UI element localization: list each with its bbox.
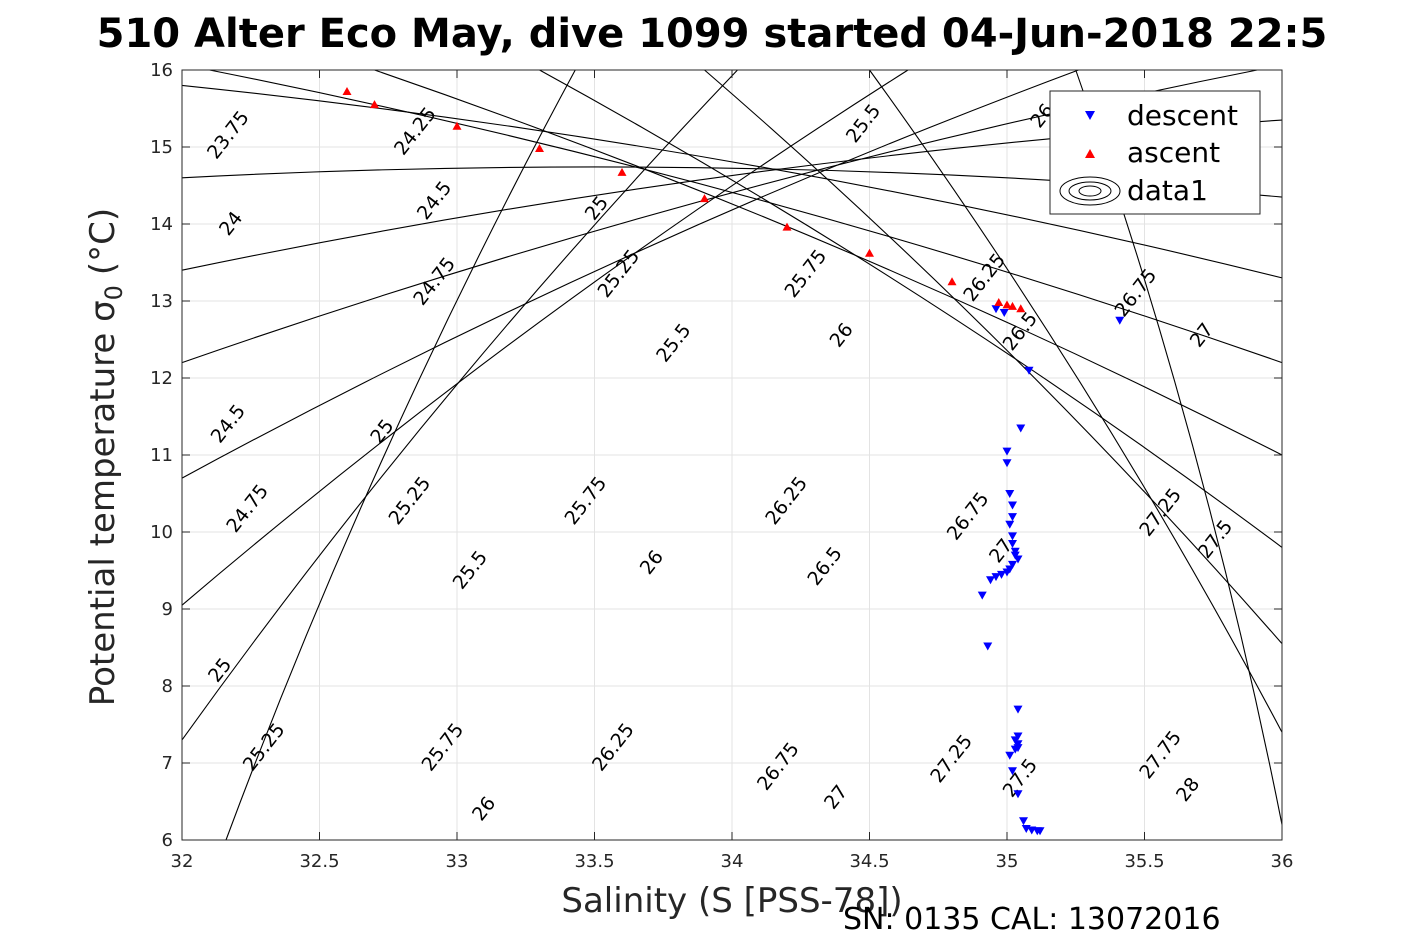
- density-contour-line: [374, 69, 1283, 456]
- x-tick-label: 33.5: [574, 851, 614, 872]
- descent-point: [1008, 767, 1017, 776]
- y-tick-label: 14: [150, 214, 173, 235]
- density-contour-line: [539, 69, 1283, 548]
- legend-box: [1049, 90, 1261, 215]
- y-axis-label: Potential temperature σ0 (°C): [83, 208, 128, 706]
- y-axis-label-main: Potential temperature σ: [83, 300, 123, 706]
- density-contour-line: [704, 69, 1283, 645]
- y-tick-label: 15: [150, 137, 173, 158]
- ascent-point: [1008, 301, 1017, 310]
- x-tick-label: 32.5: [299, 851, 339, 872]
- y-tick-label: 10: [150, 522, 173, 543]
- descent-point: [1005, 520, 1015, 529]
- ascent-point: [947, 277, 957, 286]
- y-tick-label: 11: [150, 445, 173, 466]
- ascent-point: [1016, 304, 1026, 313]
- descent-point: [1010, 745, 1020, 754]
- descent-point: [1024, 366, 1034, 375]
- legend-ascent-label: ascent: [1127, 136, 1220, 169]
- density-contour-line: [181, 69, 909, 606]
- x-tick-label: 33: [446, 851, 469, 872]
- y-axis-label-subscript: 0: [100, 285, 128, 300]
- legend[interactable]: descent ascent data1: [1049, 90, 1261, 215]
- chart-title: 510 Alter Eco May, dive 1099 started 04-…: [97, 11, 1328, 57]
- x-tick-label: 34.5: [849, 851, 889, 872]
- descent-point: [1008, 540, 1017, 549]
- descent-point: [1008, 513, 1017, 522]
- density-contour-line: [181, 84, 1283, 279]
- x-axis-label: Salinity (S [PSS-78]): [561, 881, 902, 921]
- y-tick-label: 8: [162, 676, 173, 697]
- descent-point: [1013, 790, 1023, 799]
- ascent-point: [342, 87, 352, 96]
- descent-point: [1013, 555, 1023, 564]
- descent-point: [1019, 817, 1028, 826]
- y-tick-label: 13: [150, 291, 173, 312]
- y-tick-label: 7: [162, 753, 173, 774]
- ascent-point: [452, 121, 462, 130]
- ascent-point: [782, 222, 792, 231]
- descent-point: [1008, 560, 1017, 569]
- descent-point: [1005, 490, 1015, 498]
- x-tick-label: 34: [721, 851, 744, 872]
- ascent-point: [865, 248, 874, 257]
- x-tick-label: 35.5: [1124, 851, 1164, 872]
- descent-point: [1035, 827, 1045, 836]
- legend-ascent-marker: [1085, 149, 1095, 158]
- descent-point: [977, 591, 987, 600]
- descent-point: [1002, 568, 1012, 577]
- y-tick-label: 6: [162, 830, 173, 851]
- x-axis-ticks: 32 32.5 33 33.5 34 34.5 35 35.5 36: [171, 70, 1294, 872]
- density-contour-line: [181, 69, 1079, 479]
- descent-point: [986, 576, 995, 585]
- x-tick-label: 36: [1271, 851, 1294, 872]
- y-tick-label: 9: [162, 599, 173, 620]
- descent-point: [991, 305, 1001, 314]
- legend-data1-label: data1: [1127, 174, 1208, 207]
- descent-point: [1013, 705, 1023, 714]
- descent-point: [1005, 751, 1015, 760]
- ascent-point: [535, 144, 544, 153]
- density-contour-line: [181, 69, 738, 741]
- descent-point: [1115, 316, 1125, 325]
- x-tick-label: 35: [996, 851, 1019, 872]
- density-contour-line: [209, 69, 1283, 364]
- descent-point: [997, 570, 1006, 579]
- ascent-point: [1002, 300, 1012, 309]
- descent-point: [991, 573, 1001, 582]
- ascent-point: [370, 100, 379, 109]
- descent-point: [1002, 447, 1012, 456]
- descent-point: [1002, 459, 1012, 468]
- legend-descent-label: descent: [1127, 99, 1238, 132]
- ascent-point: [617, 167, 627, 176]
- y-axis-ticks: 6 7 8 9 10 11 12 13 14 15 16: [150, 60, 1282, 851]
- descent-point: [999, 309, 1009, 318]
- descent-point: [983, 642, 993, 651]
- y-axis-label-unit: (°C): [83, 208, 123, 275]
- y-tick-label: 12: [150, 368, 173, 389]
- legend-data1-contour-icon: [1059, 176, 1121, 206]
- descent-point: [1008, 501, 1017, 510]
- density-contour-line: [869, 69, 1283, 733]
- legend-descent-marker: [1085, 111, 1095, 120]
- x-tick-label: 32: [171, 851, 194, 872]
- descent-point: [1008, 532, 1017, 541]
- y-tick-label: 16: [150, 60, 173, 81]
- ascent-point: [994, 298, 1004, 307]
- density-contour-line: [225, 69, 576, 841]
- data-series: [342, 87, 1125, 836]
- serial-calibration-footer: SN: 0135 CAL: 13072016: [843, 902, 1221, 937]
- ascent-point: [700, 194, 709, 203]
- descent-point: [1016, 424, 1026, 433]
